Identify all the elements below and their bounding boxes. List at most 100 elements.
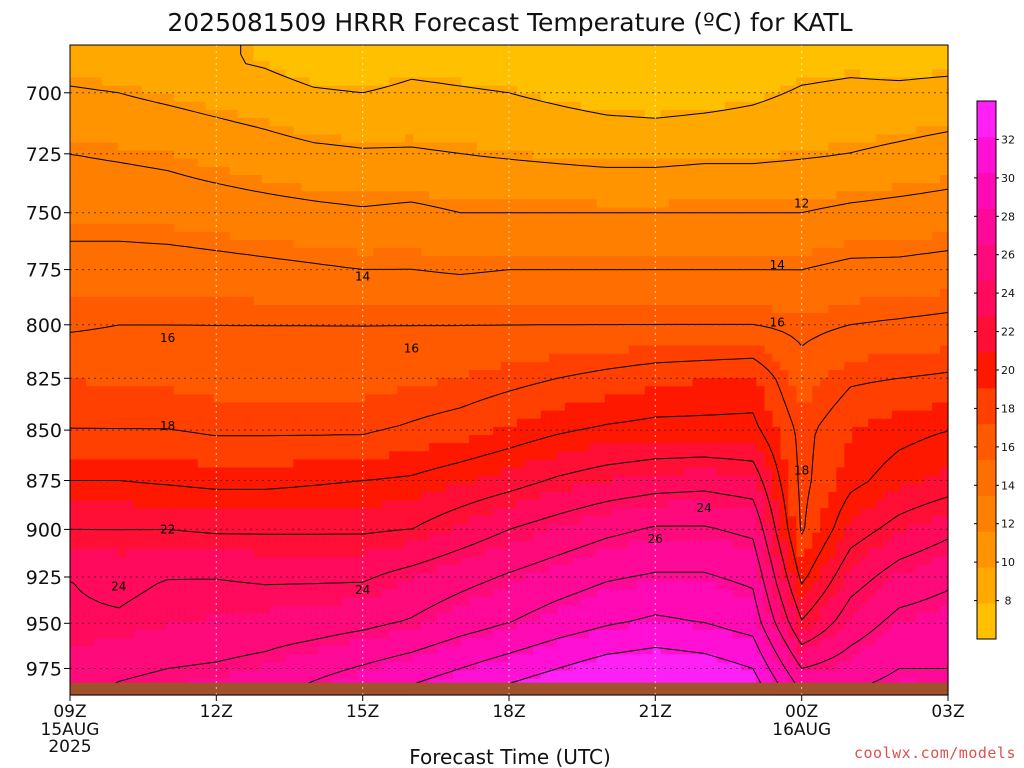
temperature-cell [245,353,255,363]
temperature-cell [724,199,734,209]
temperature-cell [453,248,462,257]
temperature-cell [748,248,758,257]
temperature-cell [509,207,518,217]
temperature-cell [373,53,382,62]
temperature-cell [676,101,686,111]
temperature-cell [892,61,901,70]
temperature-cell [165,61,175,70]
temperature-cell [796,118,805,127]
temperature-cell [221,110,231,119]
temperature-cell [796,101,805,111]
temperature-cell [133,223,143,233]
temperature-cell [317,329,327,339]
temperature-cell [524,256,534,265]
temperature-cell [772,329,781,339]
temperature-cell [421,101,430,111]
temperature-cell [564,305,574,314]
temperature-cell [341,223,350,233]
temperature-cell [804,272,813,282]
temperature-cell [772,45,781,54]
temperature-cell [860,394,869,404]
temperature-cell [133,288,143,298]
temperature-cell [261,142,271,152]
temperature-cell [572,337,582,347]
temperature-cell [213,150,223,160]
temperature-cell [333,223,342,233]
temperature-cell [501,353,510,363]
temperature-cell [836,77,845,87]
temperature-cell [221,126,231,135]
temperature-cell [461,353,470,363]
temperature-cell [229,231,239,241]
temperature-cell [341,175,350,184]
temperature-cell [732,353,742,363]
temperature-cell [365,272,374,282]
temperature-cell [548,345,558,355]
temperature-cell [309,256,319,265]
temperature-cell [389,45,398,54]
temperature-cell [780,175,789,184]
temperature-cell [301,69,311,79]
temperature-cell [85,305,95,314]
temperature-cell [93,158,103,168]
temperature-cell [884,305,893,314]
temperature-cell [405,394,414,404]
temperature-cell [572,183,582,192]
temperature-cell [556,288,566,298]
temperature-cell [429,175,438,184]
temperature-cell [572,256,582,265]
temperature-cell [748,77,758,87]
temperature-cell [493,386,502,395]
temperature-cell [469,69,478,79]
temperature-cell [413,199,422,209]
temperature-cell [572,264,582,274]
temperature-cell [716,296,726,306]
temperature-cell [77,118,87,127]
temperature-cell [892,199,901,209]
temperature-cell [868,305,877,314]
temperature-cell [892,110,901,119]
temperature-cell [516,69,526,79]
temperature-cell [357,361,366,371]
temperature-cell [940,305,949,314]
temperature-cell [205,240,215,249]
temperature-cell [365,61,374,70]
temperature-cell [397,223,406,233]
temperature-cell [596,85,606,95]
temperature-cell [389,126,398,135]
temperature-cell [141,394,151,404]
temperature-cell [181,207,191,217]
temperature-cell [125,215,135,225]
temperature-cell [469,337,478,347]
temperature-cell [261,118,271,127]
temperature-cell [357,166,366,176]
temperature-cell [157,85,167,95]
temperature-cell [461,61,470,70]
temperature-cell [325,85,334,95]
temperature-cell [149,199,159,209]
temperature-cell [325,264,334,274]
temperature-cell [205,402,215,412]
temperature-cell [85,158,95,168]
temperature-cell [708,240,718,249]
temperature-cell [796,370,805,379]
temperature-cell [477,175,486,184]
temperature-cell [852,353,861,363]
temperature-cell [349,361,358,371]
temperature-cell [70,101,79,111]
temperature-cell [453,402,462,412]
temperature-cell [77,361,87,371]
temperature-cell [85,93,95,103]
temperature-cell [652,110,662,119]
temperature-cell [125,394,135,404]
temperature-cell [684,53,694,62]
temperature-cell [70,207,79,217]
temperature-cell [333,361,342,371]
temperature-cell [588,199,598,209]
temperature-cell [429,53,438,62]
temperature-cell [229,329,239,339]
temperature-cell [828,126,837,135]
temperature-cell [916,321,925,330]
temperature-cell [85,370,95,379]
temperature-cell [133,296,143,306]
